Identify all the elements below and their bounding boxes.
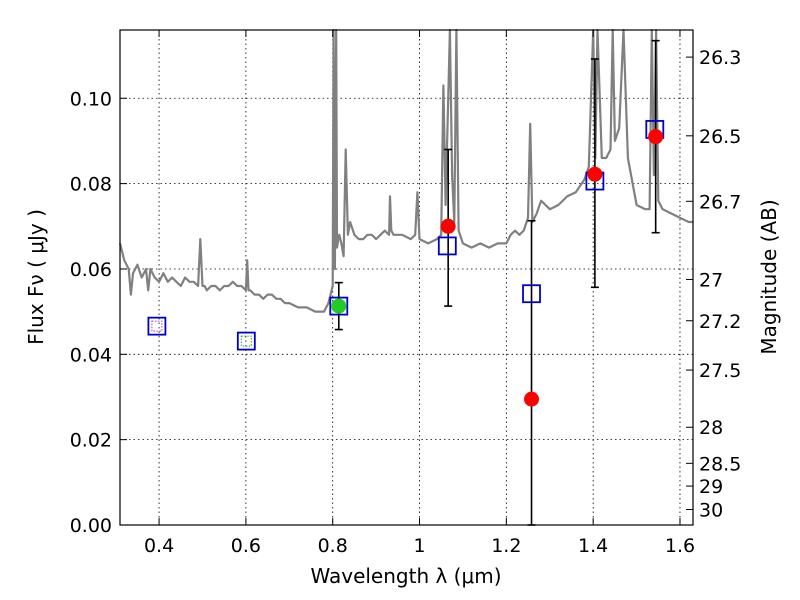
mag-tick-label: 26.7 — [699, 191, 741, 213]
observed-layer — [331, 129, 664, 407]
model-photometry-square — [437, 236, 457, 256]
mag-tick-label: 27.5 — [699, 360, 741, 382]
x-tick-label: 1.6 — [665, 535, 695, 557]
mag-tick-label: 29 — [699, 476, 723, 498]
y-tick-label: 0.10 — [70, 88, 112, 110]
mag-tick-label: 27 — [699, 269, 723, 291]
mag-tick-label: 27.2 — [699, 311, 741, 333]
x-tick-label: 0.8 — [318, 535, 348, 557]
observed-flux-point — [587, 166, 603, 182]
mag-tick-label: 28 — [699, 417, 723, 439]
x-tick-label: 0.4 — [144, 535, 174, 557]
mag-tick-label: 30 — [699, 500, 723, 522]
x-tick-label: 1.4 — [578, 535, 608, 557]
model-photometry-inner-marker — [240, 335, 252, 347]
observed-flux-point — [440, 218, 456, 234]
y-tick-label: 0.02 — [70, 430, 112, 452]
y-tick-label: 0.06 — [70, 259, 112, 281]
y-axis-left-label: Flux Fν ( μJy ) — [24, 209, 48, 345]
photometry-layer — [147, 120, 665, 351]
plot-frame — [119, 29, 694, 526]
y-tick-label: 0.00 — [70, 515, 112, 537]
y-axis-right-label: Magnitude (AB) — [757, 199, 781, 354]
x-tick-label: 1 — [413, 535, 425, 557]
x-axis-label: Wavelength λ (μm) — [310, 564, 501, 588]
x-tick-label: 0.6 — [231, 535, 261, 557]
x-axis: 0.4 0.6 0.8 1 1.2 1.4 1.6 — [144, 30, 695, 557]
mag-tick-label: 28.5 — [699, 453, 741, 475]
grid-lines — [120, 30, 693, 526]
observed-flux-point — [331, 298, 347, 314]
model-photometry-square — [522, 284, 541, 304]
y-tick-label: 0.08 — [70, 174, 112, 196]
y-tick-label: 0.04 — [70, 344, 112, 366]
model-photometry-square — [147, 316, 167, 336]
y-axis-left: 0.00 0.02 0.04 0.06 0.08 0.10 — [70, 88, 127, 537]
observed-flux-point — [524, 391, 540, 407]
x-tick-label: 1.2 — [491, 535, 521, 557]
model-photometry-square — [236, 331, 256, 351]
mag-tick-label: 26.5 — [699, 126, 741, 148]
observed-flux-point — [648, 129, 664, 145]
model-photometry-square — [329, 296, 349, 316]
model-photometry-inner-marker — [151, 320, 163, 332]
mag-tick-label: 26.3 — [699, 47, 741, 69]
